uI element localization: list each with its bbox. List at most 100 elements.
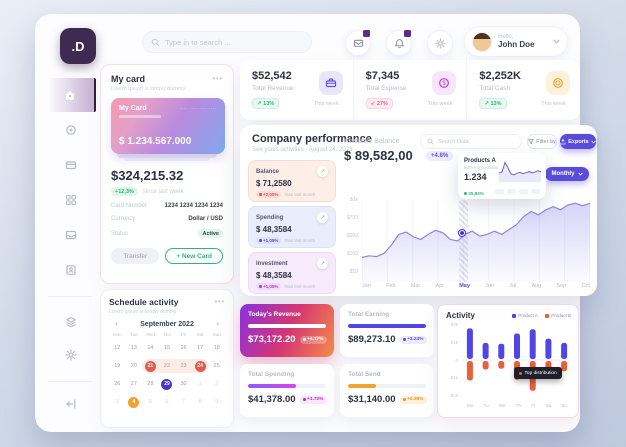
calendar-day[interactable]: 19 — [114, 363, 121, 369]
period-label: This week — [313, 100, 339, 107]
sidebar-item-inbox[interactable] — [65, 229, 77, 241]
total-earning-card[interactable]: Total Earning $89,273.10 +3.24% — [340, 304, 434, 357]
legend-swatch-product-a — [511, 313, 516, 318]
exports-button[interactable]: Exports — [560, 134, 596, 149]
calendar-day[interactable]: 17 — [197, 345, 204, 351]
calendar-day[interactable]: 2 — [215, 381, 219, 387]
app-logo[interactable]: .D — [60, 28, 96, 64]
calendar-day[interactable]: 7 — [182, 399, 186, 405]
weekday-label: Thu — [163, 332, 171, 337]
calendar-day[interactable]: 3 — [115, 399, 119, 405]
calendar-day[interactable]: 6 — [165, 399, 169, 405]
data-search[interactable] — [420, 134, 522, 149]
total-spending-card[interactable]: Total Spending $41,378.00 +1.72% — [240, 364, 334, 417]
investment-mini-card[interactable]: Investment ↗ $ 48,3584 +1,05% than last mo… — [248, 252, 336, 294]
data-point-marker[interactable] — [459, 230, 465, 236]
sidebar-item-logout[interactable] — [65, 398, 77, 410]
calendar-day[interactable]: 29 — [159, 377, 176, 391]
search-input[interactable] — [165, 37, 303, 47]
calendar-day[interactable]: 16 — [180, 345, 187, 351]
svg-text:$: $ — [443, 81, 447, 87]
calendar-day[interactable]: 26 — [114, 381, 121, 387]
x-tick-label: Th — [515, 403, 521, 408]
spending-mini-card[interactable]: Spending ↗ $ 48,3584 +1,05% than last mont… — [248, 206, 336, 248]
sidebar-item-settings[interactable] — [65, 349, 77, 361]
y-tick-label: 0 — [455, 357, 458, 363]
calendar-day[interactable]: 1 — [198, 381, 202, 387]
open-arrow-icon[interactable]: ↗ — [317, 258, 328, 269]
calendar-day[interactable]: 27 — [130, 381, 137, 387]
calendar-day[interactable]: 12 — [114, 345, 121, 351]
new-card-button[interactable]: + New Card — [165, 248, 223, 264]
change-badge: +4.17% — [299, 335, 327, 344]
sidebar-item-wallet[interactable] — [65, 159, 77, 171]
calendar-day[interactable]: 24 — [191, 359, 209, 373]
bar-product-a — [545, 338, 552, 359]
messages-button[interactable] — [345, 29, 371, 56]
card-number-masked: ···· ···· ···· ···· — [179, 106, 217, 111]
balance-mini-card[interactable]: Balance ↗ $ 71,2580 +2,05% than last month — [248, 160, 336, 202]
more-options-button[interactable]: ••• — [214, 298, 225, 306]
calendar-day[interactable]: 4 — [126, 395, 143, 409]
weekday-label: Wed — [145, 332, 155, 337]
calendar-day[interactable]: 23 — [175, 359, 192, 373]
bar-product-b — [482, 361, 489, 370]
data-search-input[interactable] — [438, 138, 515, 145]
todays-revenue-card[interactable]: Today's Revenue $73,172.20 +4.17% — [240, 304, 334, 357]
y-tick-label: $50 — [349, 269, 358, 275]
calendar-day[interactable]: 30 — [180, 381, 187, 387]
calendar-day[interactable]: 9 — [215, 399, 219, 405]
balance-change-badge: +12,3% — [111, 187, 138, 196]
sidebar-item-target[interactable] — [65, 124, 77, 136]
transfer-button[interactable]: Transfer — [111, 248, 160, 264]
sidebar-item-profile[interactable] — [65, 264, 77, 276]
activity-title: Activity — [446, 311, 475, 320]
x-tick-label: Apr — [435, 283, 445, 289]
sidebar-item-apps[interactable] — [65, 194, 77, 206]
monthly-select[interactable]: Monthly — [545, 167, 589, 181]
activity-bar-chart — [462, 328, 572, 391]
open-arrow-icon[interactable]: ↗ — [317, 166, 328, 177]
calendar-day[interactable]: 8 — [198, 399, 202, 405]
sidebar-item-layers[interactable] — [65, 316, 77, 328]
calendar-day[interactable]: 5 — [148, 399, 152, 405]
progress-bar — [348, 384, 426, 388]
y-tick-label: $1k — [450, 339, 458, 345]
calendar-day[interactable]: 14 — [147, 345, 154, 351]
open-arrow-icon[interactable]: ↗ — [317, 212, 328, 223]
y-tick-label: $1k — [349, 197, 358, 203]
next-month-button[interactable]: › — [216, 319, 219, 328]
global-search[interactable] — [142, 31, 312, 53]
profile-menu[interactable]: Hello, John Doe — [464, 26, 568, 57]
total-send-card[interactable]: Total Send $31,140.00 +0.38% — [340, 364, 434, 417]
bar-product-b — [498, 361, 505, 369]
performance-title: Company performance — [252, 133, 372, 145]
more-options-button[interactable]: ••• — [212, 75, 223, 83]
calendar-day[interactable]: 13 — [130, 345, 137, 351]
calendar-day[interactable]: 28 — [147, 381, 154, 387]
stat-label: Total Revenue — [252, 85, 294, 92]
weekday-header: Mon Tue Wed Thu Fri Sat Sun — [109, 332, 225, 337]
top-distribution-tooltip: Top distribution — [514, 367, 562, 379]
card-balance: $ 1.234.567.000 — [119, 136, 192, 147]
search-icon — [151, 38, 160, 46]
trend-up-icon: ↗ — [484, 100, 489, 107]
calendar-day[interactable]: 18 — [213, 345, 220, 351]
calendar-day[interactable]: 20 — [130, 363, 137, 369]
sidebar-item-home[interactable] — [46, 78, 96, 112]
calendar-day[interactable]: 15 — [163, 345, 171, 351]
stat-value: $7,345 — [365, 70, 400, 82]
calendar-day[interactable]: 22 — [158, 359, 176, 373]
calendar-day[interactable]: 21 — [142, 359, 159, 373]
settings-button[interactable] — [427, 30, 453, 56]
filter-by-button[interactable]: Filter by — [527, 134, 557, 149]
tooltip-pager[interactable] — [495, 189, 540, 194]
weekday-label: Tue — [130, 332, 138, 337]
prev-month-button[interactable]: ‹ — [115, 319, 118, 328]
credit-card[interactable]: My Card ···· ···· ···· ···· $ 1.234.567.… — [111, 98, 225, 154]
filter-icon — [528, 138, 535, 144]
calendar-day[interactable]: 25 — [213, 363, 220, 369]
activity-legend: Product A Product B — [511, 313, 571, 318]
notifications-button[interactable] — [386, 29, 412, 56]
